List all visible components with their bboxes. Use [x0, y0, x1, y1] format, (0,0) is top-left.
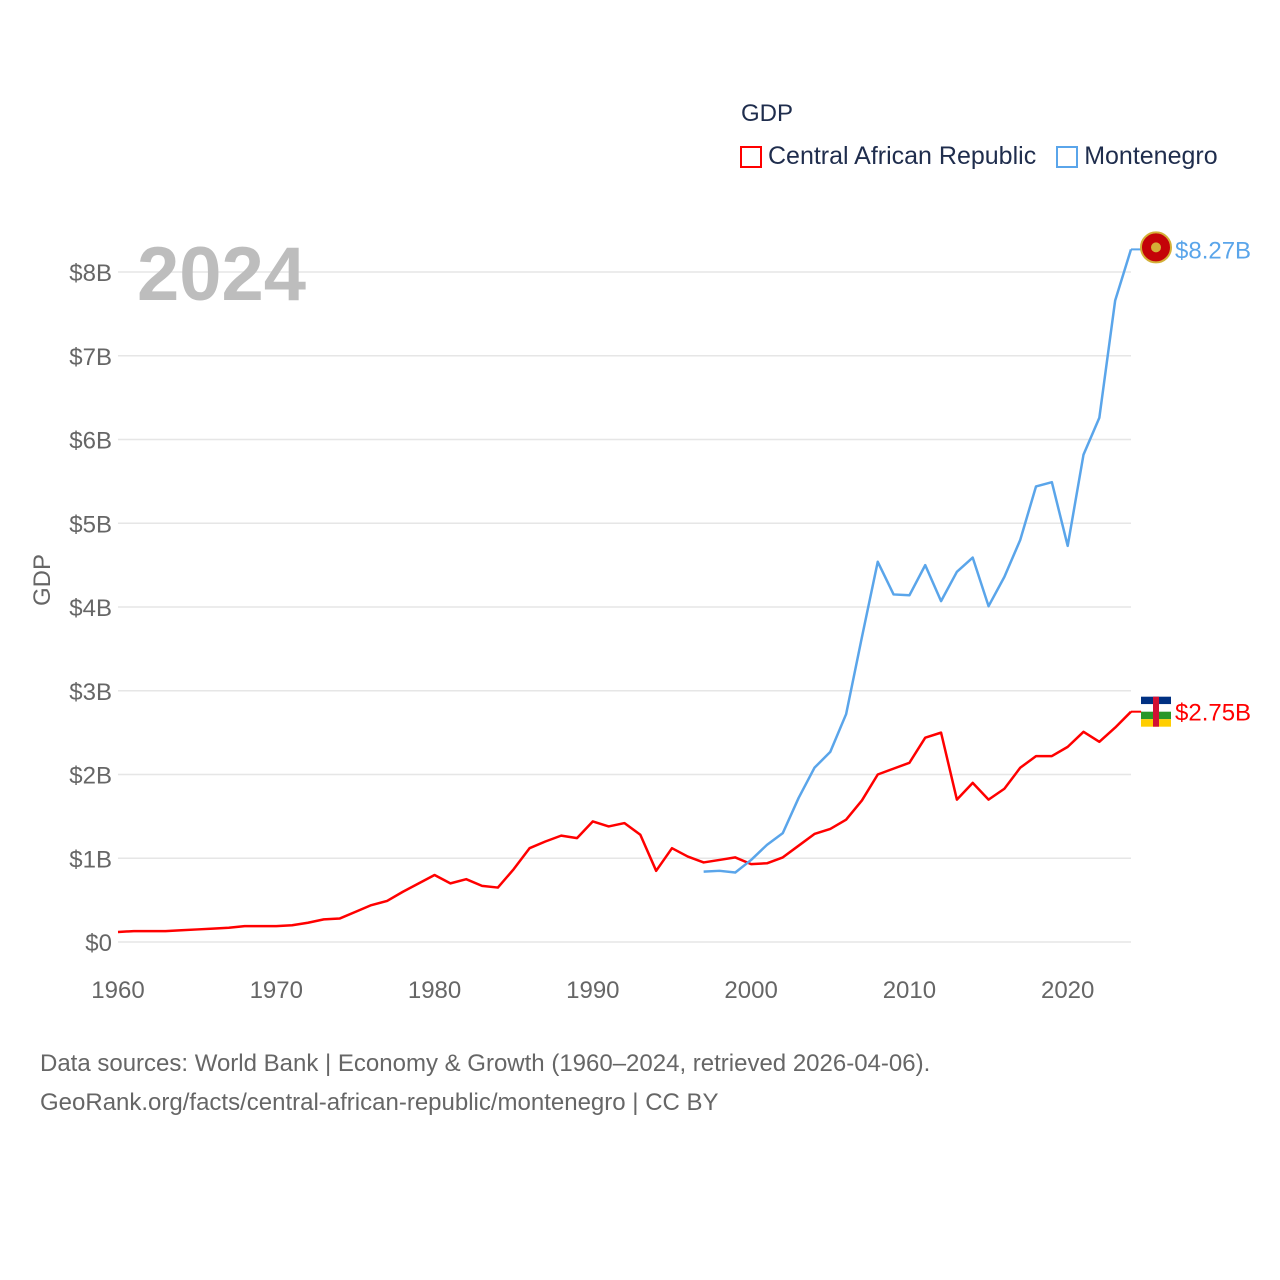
- legend-item-montenegro[interactable]: Montenegro: [1056, 142, 1218, 171]
- y-axis-label: GDP: [29, 554, 56, 606]
- legend-swatch-car: [740, 145, 762, 168]
- year-watermark: 2024: [137, 232, 306, 317]
- end-value-label: $2.75B: [1175, 700, 1251, 727]
- car-flag-stripe: [1153, 696, 1159, 727]
- x-tick-label: 2000: [724, 977, 777, 1004]
- legend-label-car: Central African Republic: [768, 142, 1037, 170]
- y-tick-label: $3B: [69, 679, 112, 706]
- legend-label-montenegro: Montenegro: [1084, 142, 1218, 170]
- x-tick-label: 1990: [566, 977, 619, 1004]
- legend-item-car[interactable]: Central African Republic: [740, 142, 1036, 171]
- y-tick-label: $6B: [69, 428, 112, 455]
- x-tick-label: 1980: [408, 977, 461, 1004]
- legend: Central African Republic Montenegro: [740, 142, 1218, 171]
- x-tick-label: 2020: [1041, 977, 1094, 1004]
- y-tick-label: $1B: [69, 846, 112, 873]
- footer-sources: Data sources: World Bank | Economy & Gro…: [40, 1050, 931, 1077]
- end-value-label: $8.27B: [1175, 237, 1251, 264]
- x-tick-label: 1970: [250, 977, 303, 1004]
- montenegro-flag-emblem: [1151, 242, 1161, 253]
- footer-url[interactable]: GeoRank.org/facts/central-african-republ…: [40, 1089, 719, 1116]
- legend-swatch-montenegro: [1056, 145, 1079, 168]
- y-tick-label: $4B: [69, 595, 112, 622]
- x-tick-label: 1960: [91, 977, 144, 1004]
- y-tick-label: $2B: [69, 763, 112, 790]
- footer: Data sources: World Bank | Economy & Gro…: [40, 1044, 930, 1122]
- y-tick-label: $5B: [69, 511, 112, 538]
- y-tick-label: $8B: [69, 260, 112, 287]
- legend-title: GDP: [741, 100, 794, 127]
- y-tick-label: $7B: [69, 344, 112, 371]
- series-line-car: [117, 710, 1132, 934]
- y-tick-label: $0: [85, 930, 112, 957]
- series-line-montenegro: [703, 249, 1133, 874]
- x-tick-label: 2010: [883, 977, 936, 1004]
